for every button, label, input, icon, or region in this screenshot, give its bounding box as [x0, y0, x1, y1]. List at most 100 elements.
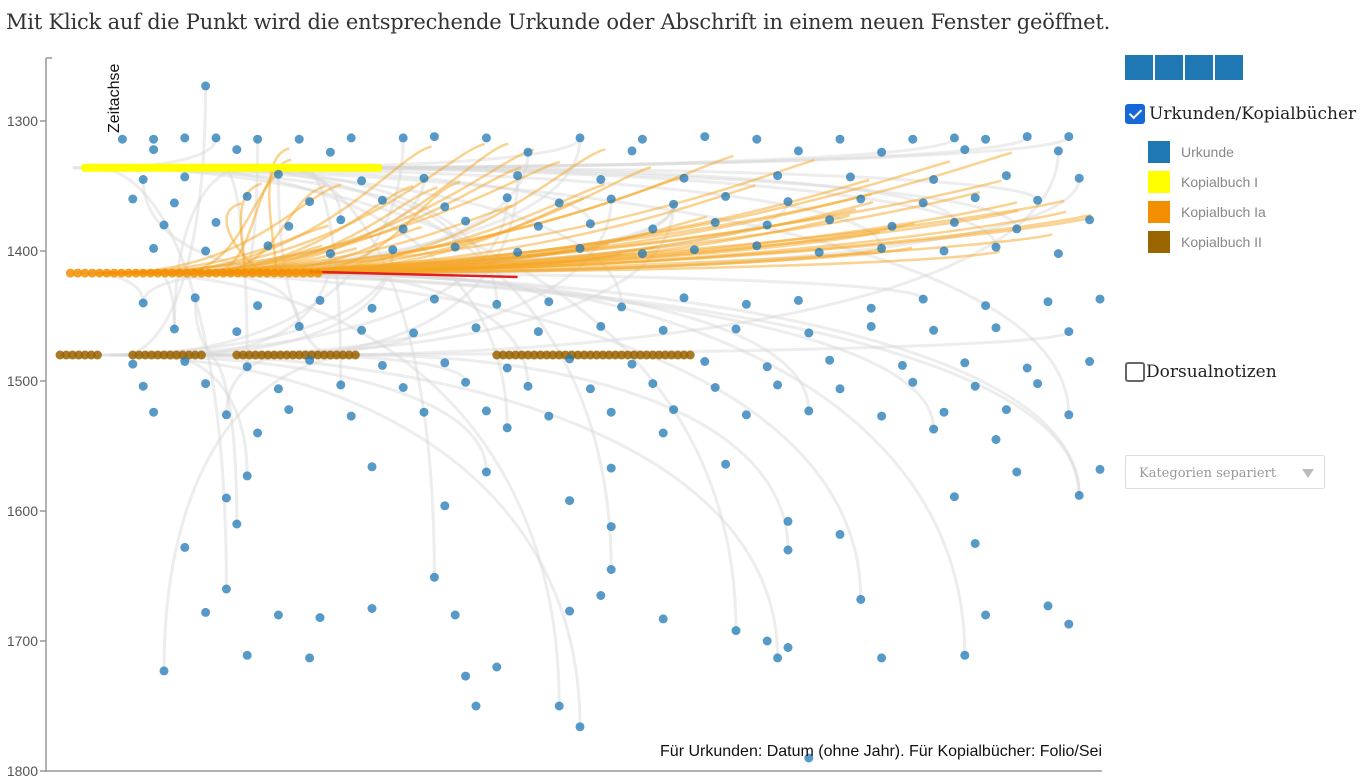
urkunde-point[interactable] [502, 193, 512, 203]
urkunde-point[interactable] [1074, 173, 1084, 183]
kopialbuch-ia-point[interactable] [116, 268, 126, 278]
urkunde-point[interactable] [502, 423, 512, 433]
segment-2[interactable] [1155, 55, 1183, 80]
urkunde-point[interactable] [606, 407, 616, 417]
dorsual-toggle[interactable]: Dorsualnotizen [1125, 362, 1277, 382]
urkunde-point[interactable] [149, 145, 159, 155]
urkunde-point[interactable] [991, 323, 1001, 333]
urkunde-point[interactable] [481, 406, 491, 416]
kopialbuch-ii-point[interactable] [251, 350, 261, 360]
kopialbuch-ii-point[interactable] [171, 350, 181, 360]
urkunde-point[interactable] [960, 650, 970, 660]
kopialbuch-ia-point[interactable] [233, 268, 243, 278]
urkunde-point[interactable] [1001, 405, 1011, 415]
kopialbuch-ii-point[interactable] [55, 350, 65, 360]
urkunde-point[interactable] [1095, 294, 1105, 304]
urkunde-point[interactable] [606, 565, 616, 574]
kopialbuch-ii-point[interactable] [282, 350, 292, 360]
urkunde-point[interactable] [741, 410, 751, 420]
kopialbuch-ii-point[interactable] [548, 350, 558, 360]
urkunde-point[interactable] [367, 462, 377, 472]
kopialbuch-ii-point[interactable] [344, 350, 354, 360]
urkunde-point[interactable] [939, 246, 949, 256]
kopialbuch-ii-point[interactable] [294, 350, 304, 360]
kopialbuch-ia-point[interactable] [255, 268, 265, 278]
urkunde-point[interactable] [263, 241, 273, 251]
urkunde-point[interactable] [960, 145, 970, 155]
urkunde-point[interactable] [669, 199, 679, 209]
kopialbuch-ii-point[interactable] [642, 350, 652, 360]
urkunde-point[interactable] [201, 246, 211, 256]
urkunde-point[interactable] [149, 407, 159, 417]
urkunde-point[interactable] [481, 133, 491, 143]
urkunde-point[interactable] [128, 194, 138, 204]
urkunde-point[interactable] [783, 197, 793, 207]
kopialbuch-ia-point[interactable] [138, 268, 148, 278]
urkunde-point[interactable] [762, 362, 772, 372]
urkunde-point[interactable] [606, 463, 616, 473]
urkunde-point[interactable] [273, 169, 283, 179]
kopialbuch-ii-point[interactable] [350, 350, 360, 360]
urkunde-point[interactable] [773, 380, 783, 390]
urkunde-point[interactable] [440, 358, 450, 368]
kopialbuch-ii-point[interactable] [147, 350, 157, 360]
urkunde-point[interactable] [762, 220, 772, 230]
kopialbuch-ia-point[interactable] [298, 268, 308, 278]
urkunde-point[interactable] [866, 303, 876, 313]
kopialbuch-ii-point[interactable] [269, 350, 279, 360]
kopialbuch-ii-point[interactable] [654, 350, 664, 360]
urkunde-point[interactable] [897, 360, 907, 370]
kopialbuch-ii-point[interactable] [263, 350, 273, 360]
kopialbuch-ia-point[interactable] [160, 268, 170, 278]
urkunde-point[interactable] [253, 428, 263, 438]
urkunde-point[interactable] [201, 379, 211, 389]
urkunde-point[interactable] [429, 132, 439, 142]
kopialbuch-ii-point[interactable] [604, 350, 614, 360]
kopialbuch-ia-point[interactable] [204, 268, 214, 278]
category-segment-bar[interactable] [1125, 55, 1243, 80]
urkunde-point[interactable] [585, 384, 595, 394]
kopialbuch-ii-point[interactable] [80, 350, 90, 360]
urkunde-point[interactable] [117, 134, 127, 144]
segment-4[interactable] [1215, 55, 1243, 80]
kopialbuch-ia-point[interactable] [124, 268, 134, 278]
kopialbuch-ii-point[interactable] [673, 350, 683, 360]
urkunde-point[interactable] [221, 410, 231, 420]
urkunde-point[interactable] [1064, 327, 1074, 337]
urkunde-point[interactable] [856, 194, 866, 204]
urkunde-point[interactable] [648, 224, 658, 234]
urkunde-point[interactable] [637, 134, 647, 144]
kopialbuch-ii-point[interactable] [319, 350, 329, 360]
urkunde-point[interactable] [1033, 195, 1043, 205]
urkunde-point[interactable] [149, 243, 159, 253]
urkunde-point[interactable] [450, 610, 460, 620]
selected-link-curve[interactable] [309, 270, 518, 279]
urkunde-point[interactable] [513, 171, 523, 181]
urkunde-point[interactable] [357, 176, 367, 186]
urkunde-point[interactable] [221, 493, 231, 503]
kopialbuch-ii-point[interactable] [332, 350, 342, 360]
kopialbuch-ii-point[interactable] [617, 350, 627, 360]
kopialbuch-ia-point[interactable] [131, 268, 141, 278]
kopialbuch-ia-point[interactable] [211, 268, 221, 278]
urkunde-point[interactable] [471, 701, 481, 711]
urkunde-point[interactable] [825, 215, 835, 225]
urkunde-point[interactable] [877, 411, 887, 421]
urkunde-point[interactable] [866, 321, 876, 331]
urkunde-point[interactable] [606, 522, 616, 532]
urkunde-point[interactable] [918, 198, 928, 208]
urkunde-point[interactable] [1085, 357, 1095, 366]
kopialbuch-ii-point[interactable] [325, 350, 335, 360]
urkunde-point[interactable] [970, 193, 980, 203]
urkunde-point[interactable] [336, 215, 346, 225]
urkunde-point[interactable] [159, 220, 169, 230]
urkunde-point[interactable] [169, 324, 179, 334]
kopialbuch-ii-point[interactable] [128, 350, 138, 360]
urkunde-point[interactable] [627, 359, 637, 369]
urkunde-point[interactable] [700, 132, 710, 142]
urkunde-point[interactable] [180, 357, 190, 366]
urkunde-point[interactable] [346, 411, 356, 421]
urkunde-point[interactable] [138, 381, 148, 391]
urkunde-point[interactable] [949, 133, 959, 143]
urkunde-point[interactable] [1053, 146, 1063, 156]
